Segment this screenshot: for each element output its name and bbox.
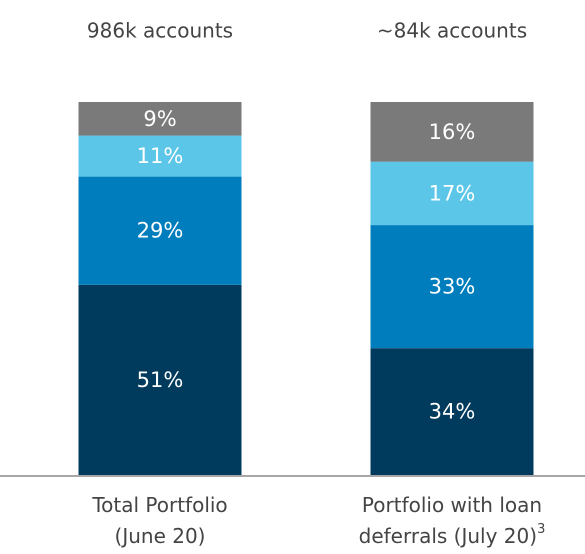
bar-segment — [78, 284, 242, 475]
segment-label: 9% — [143, 107, 176, 131]
bar-segment — [78, 102, 242, 136]
segment-label: 51% — [137, 368, 184, 392]
category-text: deferrals (July 20) — [359, 524, 537, 548]
bar-segment — [78, 176, 242, 285]
bar-segment — [370, 161, 534, 226]
bar-segment — [370, 225, 534, 349]
segment-label: 17% — [429, 181, 476, 205]
footnote-mark: 3 — [537, 522, 545, 537]
x-tick-label: (June 20) — [115, 524, 206, 548]
segment-label: 34% — [429, 400, 476, 424]
segment-label: 29% — [137, 219, 184, 243]
segment-label: 11% — [137, 144, 184, 168]
category-text: Total Portfolio — [91, 493, 227, 517]
bar-segment — [370, 102, 534, 162]
bar-annotation: 986k accounts — [87, 19, 233, 43]
category-text: Portfolio with loan — [362, 493, 542, 517]
bar-segment — [370, 348, 534, 475]
segment-label: 16% — [429, 120, 476, 144]
x-tick-label: Portfolio with loan — [362, 493, 542, 517]
bar-segment — [78, 135, 242, 177]
x-tick-label: Total Portfolio — [91, 493, 227, 517]
bar-annotation: ~84k accounts — [377, 19, 527, 43]
x-tick-label: deferrals (July 20)3 — [359, 522, 546, 548]
category-text: (June 20) — [115, 524, 206, 548]
segment-label: 33% — [429, 275, 476, 299]
